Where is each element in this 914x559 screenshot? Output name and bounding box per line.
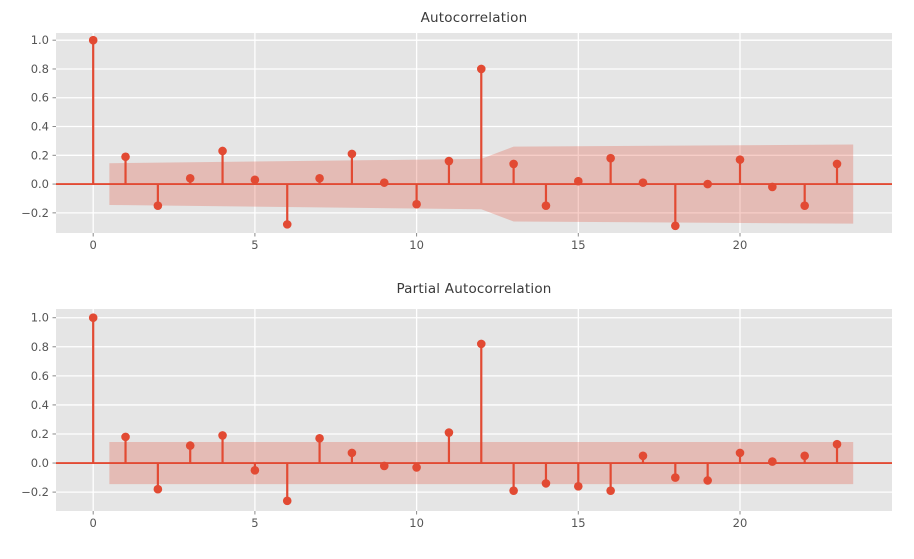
- pacf-y-tick-label: −0.2: [21, 485, 49, 499]
- acf-stem-marker: [282, 220, 292, 229]
- acf-stem-marker: [347, 149, 357, 159]
- pacf-x-tick-label: 0: [90, 516, 97, 530]
- pacf-stem-marker: [671, 473, 680, 482]
- pacf-x-tick-label: 10: [409, 516, 424, 530]
- pacf-x-tick-label: 20: [733, 516, 748, 530]
- pacf-stem-marker: [573, 481, 583, 491]
- acf-stem-marker: [88, 35, 98, 45]
- acf-stem-marker: [638, 178, 648, 187]
- pacf-x-tick-label: 5: [251, 516, 258, 530]
- acf-y-tick-label: 0.6: [31, 91, 49, 105]
- acf-y-tick-label: 0.2: [31, 148, 49, 162]
- acf-x-tick-label: 10: [409, 238, 424, 252]
- acf-stem-marker: [476, 64, 486, 74]
- acf-stem-marker: [444, 156, 454, 166]
- acf-stem-marker: [768, 182, 777, 192]
- acf-stem-marker: [218, 146, 227, 156]
- pacf-stem-marker: [735, 448, 745, 458]
- acf-stem-marker: [153, 201, 163, 210]
- pacf-y-tick-label: 0.6: [31, 369, 49, 383]
- pacf-stem-marker: [315, 434, 324, 443]
- pacf-stem-marker: [509, 486, 518, 495]
- pacf-stem-marker: [638, 451, 648, 461]
- pacf-y-tick-label: 0.2: [31, 427, 49, 441]
- acf-stem-marker: [800, 201, 809, 210]
- pacf-stem-marker: [218, 431, 227, 440]
- pacf-stem-marker: [250, 466, 260, 475]
- pacf-plot: 0 5 10 15 20 1.0 0.8 0.6 0.4 0.2 0.0 −0.2: [21, 309, 892, 530]
- pacf-axes-background: [56, 309, 892, 511]
- acf-stem-marker: [671, 221, 680, 231]
- pacf-stem-marker: [800, 451, 809, 461]
- acf-y-tick-label: 0.0: [31, 177, 49, 191]
- acf-stem-marker: [735, 155, 745, 164]
- pacf-y-tick-label: 1.0: [31, 311, 49, 325]
- pacf-stem-marker: [541, 479, 551, 488]
- pacf-stem-marker: [703, 476, 712, 485]
- acf-stem-marker: [606, 153, 615, 163]
- pacf-stem-marker: [153, 484, 163, 494]
- acf-x-tick-label: 0: [90, 238, 97, 252]
- acf-x-tick-label: 15: [571, 238, 586, 252]
- acf-stem-marker: [185, 174, 195, 183]
- pacf-y-tick-label: 0.0: [31, 456, 49, 470]
- pacf-stem-marker: [606, 486, 615, 495]
- acf-x-tick-label: 5: [251, 238, 258, 252]
- acf-stem-marker: [315, 174, 324, 183]
- pacf-stem-marker: [282, 496, 292, 506]
- pacf-stem-marker: [768, 457, 777, 466]
- pacf-y-tick-label: 0.8: [31, 340, 49, 354]
- acf-y-tick-label: −0.2: [21, 206, 49, 220]
- pacf-plot-title: Partial Autocorrelation: [396, 281, 552, 297]
- pacf-y-tick-label: 0.4: [31, 398, 49, 412]
- acf-stem-marker: [379, 178, 389, 187]
- pacf-stem-marker: [832, 439, 842, 449]
- acf-stem-marker: [541, 201, 551, 210]
- acf-stem-marker: [703, 179, 712, 189]
- acf-stem-marker: [573, 176, 583, 186]
- acf-plot-title: Autocorrelation: [420, 10, 528, 26]
- pacf-stem-marker: [379, 461, 389, 471]
- acf-axes-background: [56, 33, 892, 233]
- acf-y-tick-label: 0.4: [31, 120, 49, 134]
- pacf-stem-marker: [185, 441, 195, 450]
- acf-stem-marker: [412, 199, 421, 209]
- acf-y-tick-label: 1.0: [31, 33, 49, 47]
- acf-y-tick-label: 0.8: [31, 62, 49, 76]
- pacf-stem-marker: [476, 339, 486, 349]
- acf-plot: 0 5 10 15 20 1.0 0.8 0.6 0.4 0.2 0.0 −0.2: [21, 33, 892, 252]
- acf-x-tick-label: 20: [733, 238, 748, 252]
- pacf-stem-marker: [412, 463, 421, 472]
- pacf-stem-marker: [444, 428, 454, 437]
- pacf-stem-marker: [347, 448, 357, 458]
- acf-stem-marker: [509, 159, 518, 169]
- pacf-stem-marker: [88, 313, 98, 323]
- acf-stem-marker: [832, 159, 842, 169]
- acf-stem-marker: [250, 175, 260, 185]
- pacf-stem-marker: [121, 432, 130, 442]
- acf-stem-marker: [121, 152, 130, 162]
- pacf-x-tick-label: 15: [571, 516, 586, 530]
